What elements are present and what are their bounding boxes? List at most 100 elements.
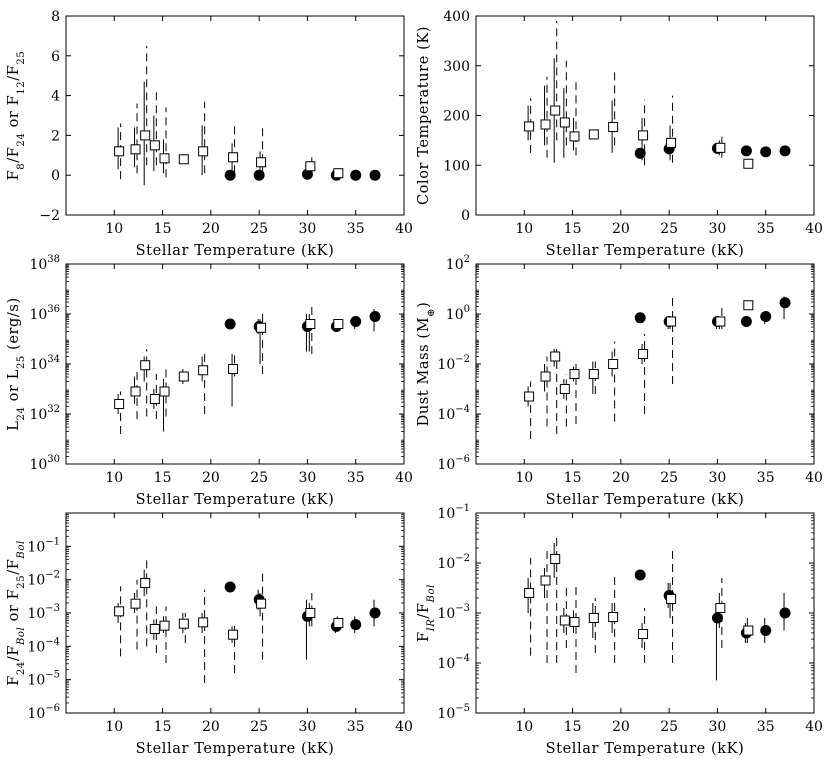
data-point-open-square: [715, 603, 726, 613]
y-tick-label: 400: [443, 9, 470, 25]
x-tick-label: 20: [202, 221, 220, 237]
data-point-filled-circle: [369, 169, 381, 181]
x-tick-label: 35: [347, 221, 365, 237]
data-point-open-square: [198, 365, 209, 376]
x-tick-label: 25: [660, 221, 678, 237]
data-point-open-square: [638, 130, 649, 141]
y-tick-label: 10−3: [437, 603, 470, 622]
x-tick-label: 15: [564, 221, 582, 237]
x-tick-label: 35: [757, 719, 775, 735]
data-point-open-square: [666, 137, 677, 148]
data-point-open-square: [130, 598, 141, 609]
y-tick-label: 2: [51, 128, 60, 144]
data-point-open-square: [178, 371, 189, 382]
data-point-open-square: [159, 620, 170, 631]
data-point-open-square: [569, 131, 580, 142]
data-point-open-square: [159, 153, 170, 164]
data-point-open-square: [524, 588, 535, 598]
y-tick-label: 10−2: [437, 553, 470, 572]
panel-flux-ratio: 10 15 20 25 30 35 40 −2 0 2 4 6 8 Stellar Temperature…: [6, 9, 413, 259]
plot-frame: [475, 15, 815, 216]
x-tick-label: 20: [612, 221, 630, 237]
panel-ir-bolometric: 10 15 20 25 30 35 40 10−5 10−4 10−3 10−2 10−1 Stella…: [416, 503, 823, 757]
y-tick-label: 10−4: [27, 636, 60, 655]
data-point-open-square: [540, 371, 551, 382]
x-tick-label: 10: [515, 470, 533, 486]
data-point-open-square: [140, 130, 151, 141]
y-tick-label: 100: [443, 158, 470, 174]
x-tick-label: 20: [202, 719, 220, 735]
data-point-open-square: [743, 158, 754, 169]
data-point-open-square: [588, 129, 599, 140]
x-axis-label: Stellar Temperature (kK): [546, 492, 745, 508]
data-point-open-square: [550, 554, 561, 564]
data-point-open-square: [198, 146, 209, 157]
data-point-open-square: [228, 364, 239, 374]
x-tick-label: 40: [395, 221, 413, 237]
data-point-filled-circle: [224, 169, 236, 181]
data-point-open-square: [559, 615, 570, 626]
data-point-open-square: [666, 316, 677, 327]
data-point-filled-circle: [224, 318, 236, 330]
y-tick-label: 10−4: [437, 404, 470, 423]
y-tick-label: −2: [39, 208, 60, 224]
data-point-open-square: [149, 394, 160, 404]
x-tick-label: 10: [515, 221, 533, 237]
y-tick-label: 1032: [29, 404, 60, 423]
y-tick-label: 200: [443, 109, 470, 125]
x-tick-label: 40: [805, 470, 823, 486]
x-tick-label: 10: [515, 719, 533, 735]
plot-frame: [475, 263, 815, 465]
panel-dust-mass: 10 15 20 25 30 35 40 10−6 10−4 10−2 100 102 Stellar …: [416, 254, 823, 508]
x-tick-label: 40: [395, 719, 413, 735]
data-point-filled-circle: [253, 169, 265, 181]
data-point-open-square: [228, 152, 239, 163]
x-axis-label: Stellar Temperature (kK): [136, 741, 335, 757]
data-point-filled-circle: [779, 145, 791, 157]
data-point-open-square: [333, 319, 344, 329]
data-point-filled-circle: [634, 569, 646, 581]
x-axis-label: Stellar Temperature (kK): [546, 243, 745, 259]
data-point-open-square: [149, 624, 160, 634]
panel-flux-bolometric: 10 15 20 25 30 35 40 10−6 10−5 10−4 10−3 10−2 10−1 St…: [6, 512, 413, 757]
y-axis-label: Color Temperature (K): [416, 26, 432, 205]
y-axis-label: F8/F24 or F12/F25: [6, 51, 27, 181]
data-point-filled-circle: [350, 169, 362, 181]
data-point-open-square: [178, 154, 189, 165]
data-point-open-square: [715, 316, 726, 327]
y-tick-label: 10−1: [437, 503, 470, 522]
data-point-open-square: [149, 140, 160, 151]
data-point-open-square: [130, 144, 141, 155]
data-point-filled-circle: [224, 581, 236, 593]
y-tick-label: 8: [51, 9, 60, 25]
x-tick-label: 15: [154, 719, 172, 735]
data-point-open-square: [256, 598, 267, 609]
y-tick-label: 10−5: [437, 703, 470, 722]
x-tick-label: 25: [250, 719, 268, 735]
y-tick-label: 10−6: [437, 454, 470, 473]
x-tick-label: 25: [250, 470, 268, 486]
data-point-open-square: [638, 629, 649, 639]
x-tick-label: 30: [299, 470, 317, 486]
x-tick-label: 10: [105, 470, 123, 486]
y-tick-label: 6: [51, 49, 60, 65]
x-tick-label: 40: [805, 719, 823, 735]
x-tick-label: 30: [299, 221, 317, 237]
y-tick-label: 10−4: [437, 653, 470, 672]
x-tick-label: 20: [612, 470, 630, 486]
data-point-filled-circle: [740, 316, 752, 327]
y-tick-label: 102: [446, 254, 470, 273]
data-point-open-square: [569, 617, 580, 627]
x-tick-label: 10: [105, 719, 123, 735]
y-tick-label: 100: [446, 304, 470, 323]
x-tick-label: 35: [347, 719, 365, 735]
plot-frame: [475, 512, 815, 714]
data-point-filled-circle: [634, 312, 646, 324]
data-point-open-square: [159, 386, 170, 397]
data-point-filled-circle: [740, 145, 752, 157]
data-point-open-square: [305, 319, 316, 329]
x-tick-label: 25: [660, 470, 678, 486]
x-tick-label: 15: [564, 719, 582, 735]
